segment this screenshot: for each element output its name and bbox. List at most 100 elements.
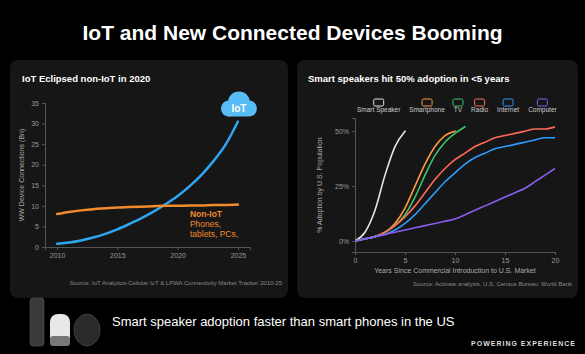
tick-mark [57, 247, 58, 250]
x-axis: 2010 2015 2020 2025 [46, 247, 251, 259]
slide-title: IoT and New Connected Devices Booming [82, 21, 502, 44]
panel-background [297, 60, 578, 298]
series-line [355, 138, 555, 241]
plot-lines [57, 122, 238, 244]
tick-mark [42, 124, 45, 125]
cloud-label: IoT [221, 92, 257, 117]
tick-mark [352, 186, 355, 187]
tick-mark [42, 226, 45, 227]
tick-label: 5 [35, 223, 39, 230]
tick-mark [352, 241, 355, 242]
tick-label: 50% [335, 128, 349, 135]
tick: 5 [35, 223, 45, 230]
axis-line [42, 104, 46, 248]
tick: 30 [31, 120, 45, 127]
tick-label: 2020 [170, 252, 186, 259]
tick-label: 15 [502, 257, 510, 264]
tick-mark [42, 103, 45, 104]
tick: 0 [354, 252, 358, 264]
legend-icon [537, 99, 547, 106]
tick-mark [238, 247, 239, 250]
y-axis: 0 5 10 15 20 25 30 35 [31, 100, 45, 251]
series-labels: IoT Non-IoTPhones,tablets, PCs, [190, 92, 257, 239]
tick-mark [42, 144, 45, 145]
legend-label: Radio [471, 106, 488, 113]
tick-label: 0 [354, 257, 358, 264]
y-axis: 0% 25% 50% [335, 119, 356, 253]
tick: 2015 [110, 247, 126, 259]
tick-label: 20 [31, 161, 39, 168]
tick-label: 15 [31, 182, 39, 189]
x-axis-title: Years Since Commercial Introduction to U… [374, 267, 536, 274]
speaker-icon [50, 336, 70, 346]
tick: 25% [335, 183, 355, 190]
legend-label: Smart Speaker [357, 106, 401, 114]
tick-mark [405, 252, 406, 255]
chart-title: Smart speakers hit 50% adoption in <5 ye… [308, 73, 509, 84]
source-note: Source: IoT Analytics-Cellular IoT & LPW… [70, 280, 283, 286]
tick: 15 [502, 252, 510, 264]
tick-label: 5 [404, 257, 408, 264]
footer: POWERING EXPERIENCE [471, 340, 576, 347]
tick-label: 25% [335, 183, 349, 190]
annotation: tablets, PCs, [190, 229, 238, 239]
tick: 10 [452, 252, 460, 264]
tick-label: 2015 [110, 252, 126, 259]
tick: 2020 [170, 247, 186, 259]
tick-label: 10 [31, 203, 39, 210]
chart-title: IoT Eclipsed non-IoT in 2020 [22, 73, 150, 84]
y-axis-title: WW Device Connections (Bn) [18, 129, 26, 222]
page: {"title": "IoT and New Connected Devices… [0, 0, 585, 354]
tick: 10 [31, 203, 45, 210]
series-line [355, 127, 555, 241]
legend-label: Computer [528, 106, 557, 114]
chart-panel: IoT Eclipsed non-IoT in 2020201020152020… [10, 60, 288, 298]
axis-line [356, 253, 556, 256]
chart-panel: Smart speakers hit 50% adoption in <5 ye… [297, 60, 578, 298]
tick-label: 30 [31, 120, 39, 127]
legend-label: Smartphone [409, 106, 445, 114]
tick: 15 [31, 182, 45, 189]
x-axis: 05101520 [354, 252, 560, 264]
legend-label: Internet [497, 106, 519, 113]
tick-label: 0% [339, 238, 349, 245]
caption: Smart speaker adoption faster than smart… [112, 314, 455, 329]
series-label: IoT [231, 103, 246, 114]
tick: 2025 [231, 247, 247, 259]
series-label: Non-IoT [190, 209, 223, 219]
tick-mark [505, 252, 506, 255]
tick-label: 2010 [50, 252, 66, 259]
y-axis-title: % Adoption by U.S. Population [316, 137, 324, 232]
tick-mark [42, 206, 45, 207]
annotation: Phones, [190, 219, 221, 229]
tick-label: 2025 [231, 252, 247, 259]
speaker-icon [50, 314, 70, 346]
tick: 20 [31, 161, 45, 168]
tick-label: 10 [452, 257, 460, 264]
tick: 5 [404, 252, 408, 264]
series-labels: Smart Speaker Smartphone TV Radio Internet Co… [357, 99, 557, 114]
tick: 35 [31, 100, 45, 107]
source-note: Source: Activate analysis, U.S. Census B… [413, 281, 573, 287]
legend-icon [475, 99, 485, 106]
background [0, 0, 585, 354]
tick-label: 0 [35, 244, 39, 251]
axis-line [46, 248, 251, 251]
plot-lines [355, 127, 555, 241]
legend-label: TV [454, 106, 463, 113]
tick-label: 35 [31, 100, 39, 107]
slide: IoT and New Connected Devices Booming IoT… [0, 0, 585, 354]
legend-icon [503, 99, 513, 106]
tick-mark [352, 131, 355, 132]
tick-mark [555, 252, 556, 255]
series-line [57, 122, 238, 244]
tick-mark [178, 247, 179, 250]
legend-icon [422, 99, 432, 106]
speaker-icons [30, 298, 100, 346]
series-line [355, 127, 465, 241]
panel-background [10, 60, 288, 298]
tick-label: 25 [31, 141, 39, 148]
tick: 0 [35, 244, 45, 251]
speaker-icon [74, 314, 100, 346]
legend-icon [453, 99, 463, 106]
